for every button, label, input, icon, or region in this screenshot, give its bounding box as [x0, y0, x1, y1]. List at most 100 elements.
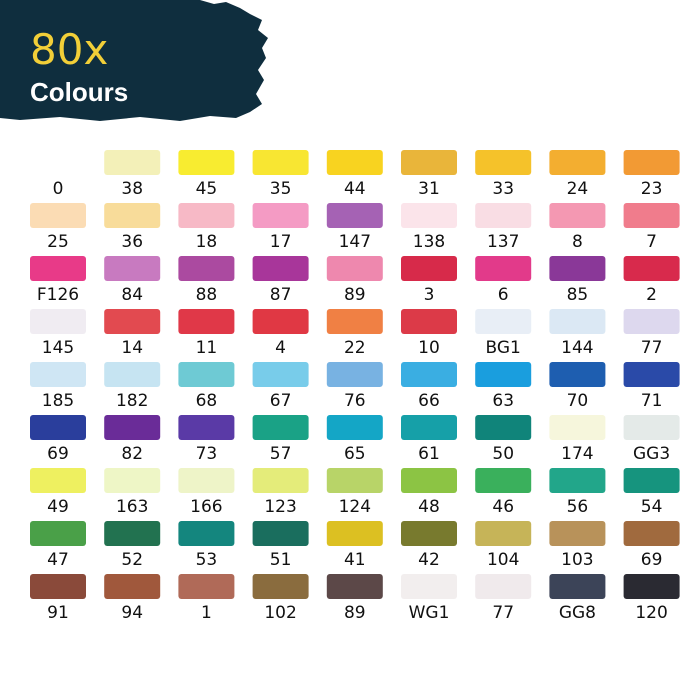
- swatch-label: 47: [47, 550, 69, 570]
- swatch: [549, 574, 606, 599]
- swatch: [549, 203, 606, 228]
- swatch-label: 147: [339, 232, 371, 252]
- swatch-label: 4: [275, 338, 286, 358]
- swatch: [549, 309, 606, 334]
- swatch: [549, 150, 606, 175]
- swatch-label: 1: [201, 603, 212, 623]
- swatch: [401, 521, 457, 546]
- swatch: [326, 521, 383, 546]
- swatch: [178, 574, 235, 599]
- swatch-label: 3: [424, 285, 435, 305]
- swatch-label: 6: [498, 285, 509, 305]
- swatch-label: 17: [270, 232, 292, 252]
- swatch-label: 138: [413, 232, 445, 252]
- swatch: [326, 309, 383, 334]
- swatch: [104, 415, 161, 440]
- swatch: [326, 468, 383, 493]
- swatch-label: 41: [344, 550, 366, 570]
- swatch: [475, 362, 532, 387]
- swatch: [623, 256, 680, 281]
- header-count: 80x: [30, 25, 108, 74]
- swatch-label: 120: [635, 603, 667, 623]
- swatch: [178, 150, 235, 175]
- swatch: [549, 468, 606, 493]
- swatch-label: 7: [646, 232, 657, 252]
- swatch-label: 45: [196, 179, 218, 199]
- swatch: [30, 256, 86, 281]
- swatch: [401, 574, 457, 599]
- swatch-label: 24: [567, 179, 589, 199]
- swatch-label: 123: [264, 497, 296, 517]
- swatch: [252, 256, 309, 281]
- swatch: [326, 362, 383, 387]
- swatch-label: 94: [121, 603, 143, 623]
- swatch-label: 89: [344, 603, 366, 623]
- swatch: [104, 150, 161, 175]
- swatch: [623, 468, 680, 493]
- swatch: [30, 415, 86, 440]
- swatch-label: 61: [418, 444, 440, 464]
- swatch: [549, 415, 606, 440]
- swatch-label: 66: [418, 391, 440, 411]
- header-brush: [0, 0, 268, 121]
- swatch: [401, 256, 457, 281]
- swatch-label: 69: [47, 444, 69, 464]
- swatch: [178, 309, 235, 334]
- swatch-label: BG1: [486, 338, 521, 358]
- swatch-label: 48: [418, 497, 440, 517]
- swatch: [623, 521, 680, 546]
- swatch: [623, 203, 680, 228]
- swatch-label: 145: [42, 338, 74, 358]
- swatch: [178, 203, 235, 228]
- swatch-label: 89: [344, 285, 366, 305]
- swatch-label: 77: [492, 603, 514, 623]
- swatch: [252, 150, 309, 175]
- swatch-label: 77: [641, 338, 663, 358]
- swatch-label: 23: [641, 179, 663, 199]
- swatch: [623, 415, 680, 440]
- swatch: [475, 150, 532, 175]
- swatch: [252, 521, 309, 546]
- swatch: [252, 415, 309, 440]
- swatch-label: 42: [418, 550, 440, 570]
- swatch-label: 68: [196, 391, 218, 411]
- swatch-label: 35: [270, 179, 292, 199]
- swatch-label: 91: [47, 603, 69, 623]
- swatch-label: 36: [121, 232, 143, 252]
- swatch-label: 65: [344, 444, 366, 464]
- swatch-label: 84: [121, 285, 143, 305]
- swatch-label: 124: [339, 497, 371, 517]
- swatch-label: 137: [487, 232, 519, 252]
- swatch-label: 0: [53, 179, 64, 199]
- swatch: [475, 521, 532, 546]
- swatch-label: 44: [344, 179, 366, 199]
- swatch: [475, 309, 532, 334]
- swatch: [549, 521, 606, 546]
- swatch-label: 38: [121, 179, 143, 199]
- swatch-label: 14: [121, 338, 143, 358]
- swatch: [401, 309, 457, 334]
- swatch-label: GG8: [559, 603, 596, 623]
- swatch: [104, 309, 161, 334]
- swatch-label: 2: [646, 285, 657, 305]
- swatch: [623, 309, 680, 334]
- swatch-label: 22: [344, 338, 366, 358]
- swatch: [30, 574, 86, 599]
- swatch: [326, 150, 383, 175]
- swatch-label: 104: [487, 550, 519, 570]
- swatch-label: 69: [641, 550, 663, 570]
- swatch-label: 57: [270, 444, 292, 464]
- swatch: [475, 468, 532, 493]
- swatch-label: 31: [418, 179, 440, 199]
- swatch: [104, 521, 161, 546]
- swatch-label: 144: [561, 338, 593, 358]
- swatch: [475, 256, 532, 281]
- swatch: [401, 203, 457, 228]
- swatch-label: 18: [196, 232, 218, 252]
- swatch-label: 8: [572, 232, 583, 252]
- swatch-label: 51: [270, 550, 292, 570]
- swatch-label: 185: [42, 391, 74, 411]
- swatch-label: 50: [492, 444, 514, 464]
